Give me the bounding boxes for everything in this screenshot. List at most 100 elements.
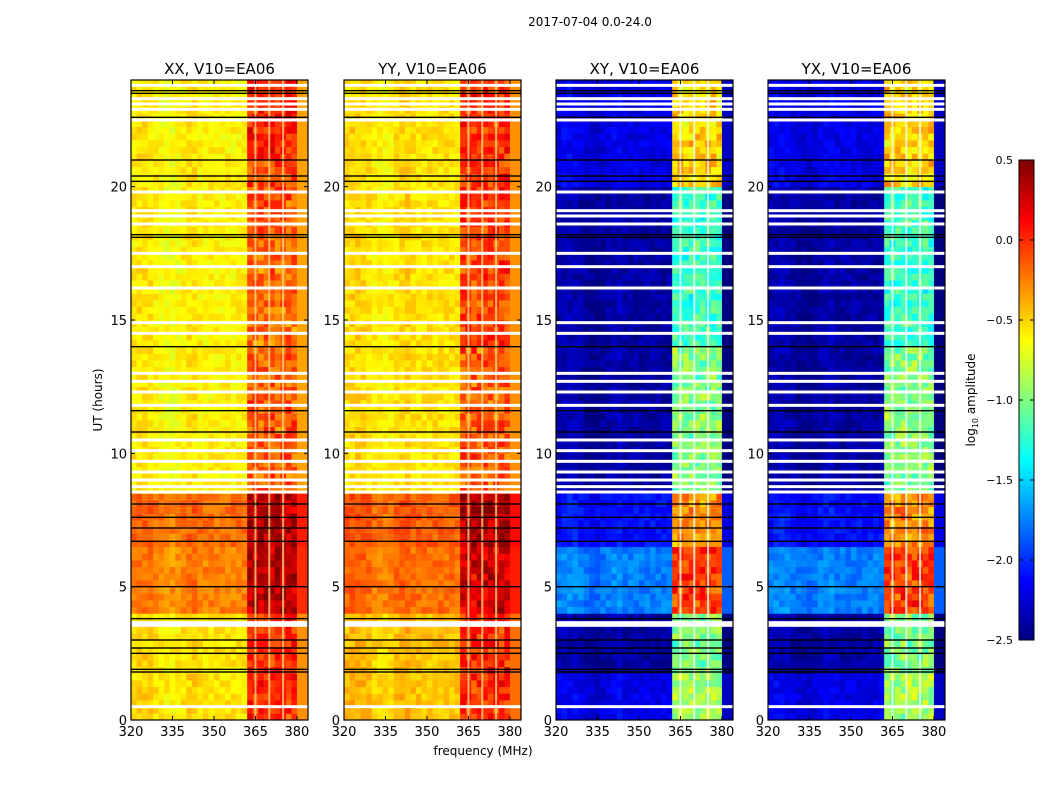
heatmap-cell [471,573,477,580]
heatmap-cell [258,507,264,514]
heatmap-cell [159,627,165,634]
heatmap-cell [142,660,148,667]
heatmap-cell [175,313,181,320]
heatmap-cell [131,133,137,140]
heatmap-cell [208,453,214,460]
heatmap-cell [416,360,422,367]
heatmap-cell [258,127,264,134]
heatmap-cell [175,147,181,154]
heatmap-cell [366,420,372,427]
heatmap-cell [142,693,148,700]
heatmap-cell [275,533,281,540]
heatmap-cell [181,313,187,320]
heatmap-cell [258,640,264,647]
heatmap-cell [297,160,303,167]
heatmap-cell [137,687,143,694]
heatmap-cell [148,493,154,500]
heatmap-cell [471,533,477,540]
heatmap-cell [471,413,477,420]
heatmap-cell [427,360,433,367]
heatmap-cell [455,533,461,540]
heatmap-cell [208,560,214,567]
heatmap-cell [131,147,137,154]
heatmap-cell [449,713,455,720]
heatmap-cell [131,687,137,694]
heatmap-cell [291,453,297,460]
heatmap-cell [455,713,461,720]
heatmap-cell [291,413,297,420]
heatmap-cell [131,673,137,680]
heatmap-cell [377,413,383,420]
heatmap-cell [410,713,416,720]
heatmap-cell [286,273,292,280]
heatmap-cell [433,493,439,500]
heatmap-cell [231,627,237,634]
heatmap-cell [361,680,367,687]
heatmap-cell [197,520,203,527]
heatmap-cell [208,553,214,560]
heatmap-cell [192,200,198,207]
heatmap-cell [355,627,361,634]
heatmap-cell [410,600,416,607]
heatmap-cell [170,293,176,300]
heatmap-cell [186,173,192,180]
heatmap-cell [131,653,137,660]
heatmap-cell [350,713,356,720]
heatmap-cell [488,393,494,400]
heatmap-cell [471,680,477,687]
flagged-row [131,209,308,212]
heatmap-cell [142,227,148,234]
heatmap-cell [405,360,411,367]
heatmap-cell [488,520,494,527]
heatmap-cell [170,393,176,400]
heatmap-cell [372,573,378,580]
heatmap-cell [170,133,176,140]
heatmap-cell [225,653,231,660]
heatmap-cell [383,553,389,560]
heatmap-cell [444,413,450,420]
heatmap-cell [355,713,361,720]
heatmap-cell [181,353,187,360]
heatmap-cell [410,493,416,500]
heatmap-cell [242,607,248,614]
heatmap-cell [460,660,466,667]
heatmap-cell [220,520,226,527]
heatmap-cell [410,413,416,420]
heatmap-cell [220,640,226,647]
heatmap-cell [488,593,494,600]
heatmap-cell [286,167,292,174]
heatmap-cell [153,640,159,647]
heatmap-cell [186,660,192,667]
heatmap-cell [399,673,405,680]
heatmap-cell [208,607,214,614]
heatmap-cell [405,680,411,687]
heatmap-cell [164,393,170,400]
heatmap-cell [350,560,356,567]
heatmap-cell [225,280,231,287]
heatmap-cell [455,673,461,680]
flagged-row [131,391,308,394]
heatmap-cell [153,573,159,580]
heatmap-cell [383,627,389,634]
heatmap-cell [291,573,297,580]
heatmap-cell [399,533,405,540]
heatmap-cell [372,547,378,554]
heatmap-cell [388,640,394,647]
heatmap-cell [388,687,394,694]
heatmap-cell [355,560,361,567]
heatmap-cell [416,640,422,647]
heatmap-cell [231,300,237,307]
heatmap-cell [471,693,477,700]
heatmap-cell [377,600,383,607]
heatmap-cell [181,140,187,147]
heatmap-cell [192,140,198,147]
heatmap-cell [460,420,466,427]
heatmap-cell [203,660,209,667]
heatmap-cell [164,127,170,134]
heatmap-cell [372,553,378,560]
heatmap-cell [433,627,439,634]
heatmap-cell [148,300,154,307]
heatmap-cell [383,453,389,460]
heatmap-cell [433,687,439,694]
heatmap-cell [203,453,209,460]
